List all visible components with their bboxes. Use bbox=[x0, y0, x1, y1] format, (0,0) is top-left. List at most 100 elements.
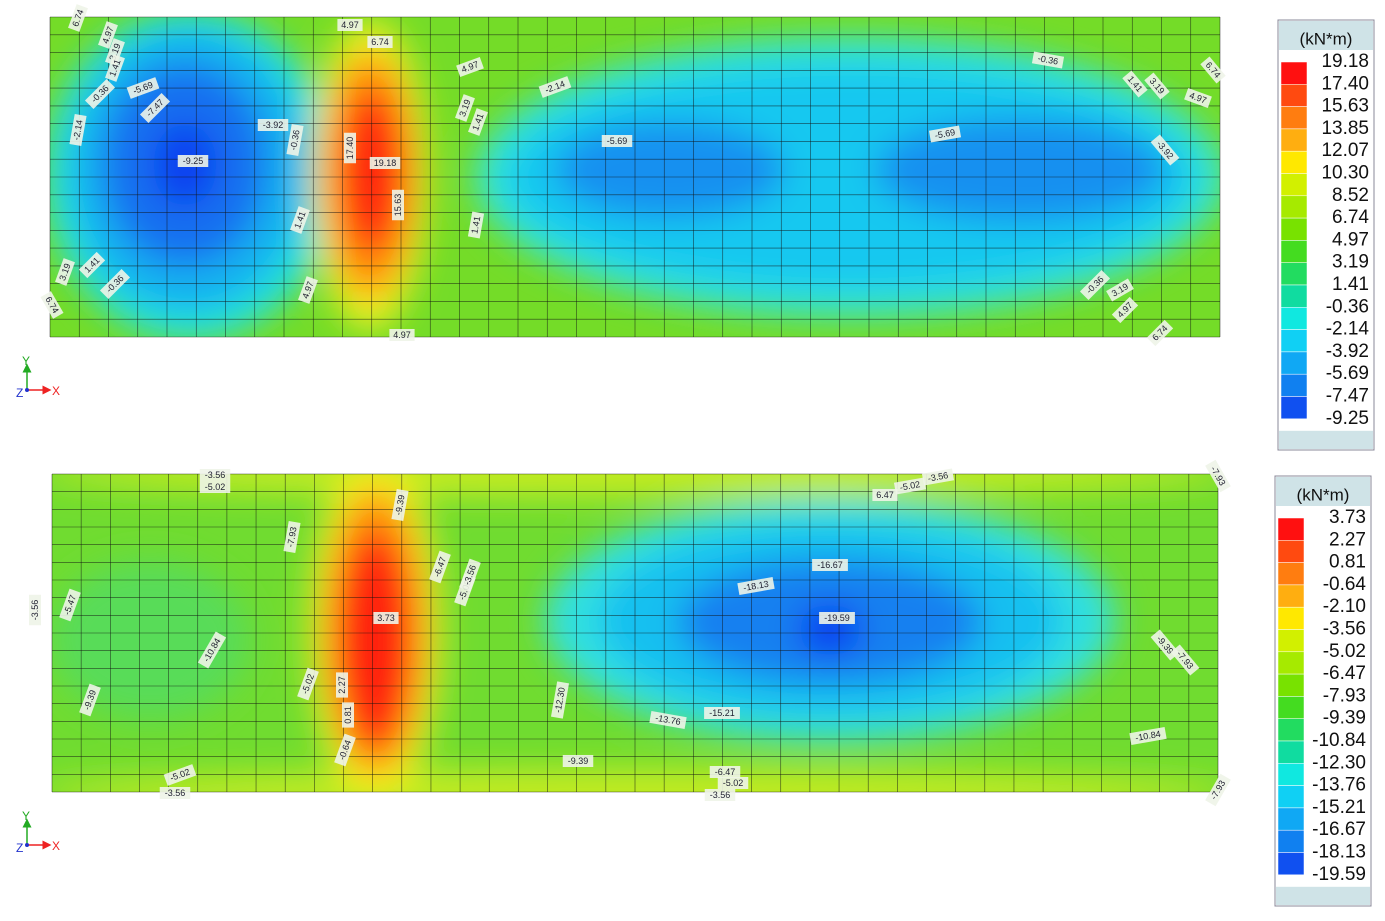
label-text: 3.73 bbox=[377, 613, 395, 623]
triad-y-label: Y bbox=[22, 354, 30, 368]
legend-swatch bbox=[1280, 61, 1308, 85]
legend-swatch bbox=[1277, 562, 1305, 586]
label-box bbox=[197, 631, 227, 669]
contour-label: 3.19 bbox=[55, 258, 75, 286]
legend-value: 17.40 bbox=[1321, 73, 1369, 94]
field-blob bbox=[52, 560, 250, 720]
contour-label: 4.97 bbox=[98, 21, 118, 49]
legend-swatch bbox=[1277, 718, 1305, 742]
label-text: 6.74 bbox=[371, 37, 389, 47]
legend: (kN*m) 19.1817.4015.6313.8512.0710.308.52… bbox=[1277, 19, 1375, 451]
legend-swatch bbox=[1280, 84, 1308, 107]
label-box bbox=[199, 481, 231, 493]
legend-swatch bbox=[1277, 540, 1305, 563]
legend-swatch bbox=[1280, 128, 1308, 152]
contour-label: -13.76 bbox=[649, 710, 687, 730]
contour-label: -3.56 bbox=[159, 787, 191, 799]
label-box bbox=[1205, 459, 1231, 493]
label-box bbox=[367, 36, 393, 48]
legend-value: -9.39 bbox=[1323, 708, 1366, 729]
contour-label: -5.47 bbox=[59, 588, 81, 622]
contour-label: -2.14 bbox=[69, 113, 87, 147]
label-box bbox=[1031, 51, 1065, 69]
field-blob bbox=[798, 604, 862, 656]
legend-swatch bbox=[1277, 584, 1305, 608]
contour-label: -19.59 bbox=[819, 612, 855, 624]
contour-label: 17.40 bbox=[344, 132, 356, 164]
legend-value: -6.47 bbox=[1323, 663, 1366, 684]
contour-label: 1.41 bbox=[467, 211, 485, 239]
legend: (kN*m) 3.732.270.81-0.64-2.10-3.56-5.02-6… bbox=[1274, 475, 1372, 907]
axis-triad: Y Z X bbox=[16, 354, 60, 400]
label-box bbox=[68, 4, 88, 32]
label-box bbox=[601, 135, 633, 147]
contour-label: 0.81 bbox=[342, 702, 354, 728]
legend-swatch bbox=[1277, 829, 1305, 853]
label-box bbox=[342, 702, 354, 728]
label-box bbox=[126, 77, 160, 99]
label-text: 17.40 bbox=[345, 137, 355, 160]
label-text: 15.63 bbox=[393, 194, 403, 217]
triad-x-label: X bbox=[52, 839, 60, 853]
label-text: -19.59 bbox=[824, 613, 850, 623]
label-box bbox=[389, 329, 415, 341]
legend-swatch bbox=[1277, 852, 1305, 876]
label-box bbox=[334, 733, 356, 767]
label-box bbox=[704, 789, 736, 801]
triad-z-label: Z bbox=[16, 386, 23, 400]
contour-label: 4.97 bbox=[337, 19, 363, 31]
label-text: 6.47 bbox=[876, 490, 894, 500]
contour-label: 4.97 bbox=[389, 329, 415, 341]
contour-label: -7.93 bbox=[283, 520, 301, 554]
contour-label: 1.41 bbox=[290, 206, 310, 234]
legend-value: -5.69 bbox=[1326, 363, 1369, 384]
label-box bbox=[105, 38, 125, 66]
label-box bbox=[872, 489, 898, 501]
label-box bbox=[717, 777, 749, 789]
label-box bbox=[290, 206, 310, 234]
label-box bbox=[105, 54, 125, 82]
label-text: -13.76 bbox=[655, 713, 682, 727]
label-box bbox=[159, 787, 191, 799]
contour-label: -15.21 bbox=[704, 707, 740, 719]
contour-label: 6.74 bbox=[68, 4, 88, 32]
label-text: -3.56 bbox=[205, 470, 226, 480]
contour-label: -0.36 bbox=[286, 123, 304, 157]
legend-value: 10.30 bbox=[1321, 163, 1369, 184]
label-box bbox=[298, 276, 318, 304]
mesh bbox=[49, 16, 1221, 338]
legend-value: 15.63 bbox=[1321, 96, 1369, 117]
label-box bbox=[1146, 319, 1174, 347]
legend-value: -7.47 bbox=[1326, 386, 1369, 407]
legend-value: -0.64 bbox=[1323, 574, 1367, 595]
label-text: -10.84 bbox=[1135, 729, 1162, 743]
label-box bbox=[1079, 269, 1111, 301]
label-text: 4.97 bbox=[393, 330, 411, 340]
contour-label: -0.64 bbox=[334, 733, 356, 767]
field-blob bbox=[555, 122, 785, 218]
legend-swatch bbox=[1277, 763, 1305, 786]
contour-label: -5.69 bbox=[928, 125, 962, 143]
contour-panel: -3.56-5.02-7.93-9.39-6.47-5.02-3.563.732… bbox=[29, 459, 1231, 807]
legend-value: 3.19 bbox=[1332, 252, 1369, 273]
legend-value: -18.13 bbox=[1312, 842, 1366, 863]
label-box bbox=[59, 588, 81, 622]
legend-value: 12.07 bbox=[1321, 140, 1369, 161]
label-box bbox=[69, 113, 87, 147]
label-box bbox=[550, 681, 570, 719]
label-box bbox=[1122, 70, 1148, 98]
legend-value: 6.74 bbox=[1332, 207, 1369, 228]
legend-value: 13.85 bbox=[1321, 118, 1369, 139]
triad-x-label: X bbox=[52, 384, 60, 398]
label-box bbox=[921, 468, 955, 486]
legend-value: 3.73 bbox=[1329, 507, 1366, 528]
triad-y-label: Y bbox=[22, 809, 30, 823]
contour-label: -3.56 bbox=[459, 558, 481, 592]
label-box bbox=[373, 612, 399, 624]
triad-z-label: Z bbox=[16, 841, 23, 855]
label-box bbox=[1170, 644, 1200, 676]
label-text: -5.69 bbox=[934, 127, 956, 140]
label-text: 4.97 bbox=[341, 20, 359, 30]
contour-label: -6.47 bbox=[709, 766, 741, 778]
label-text: 2.27 bbox=[337, 676, 347, 694]
